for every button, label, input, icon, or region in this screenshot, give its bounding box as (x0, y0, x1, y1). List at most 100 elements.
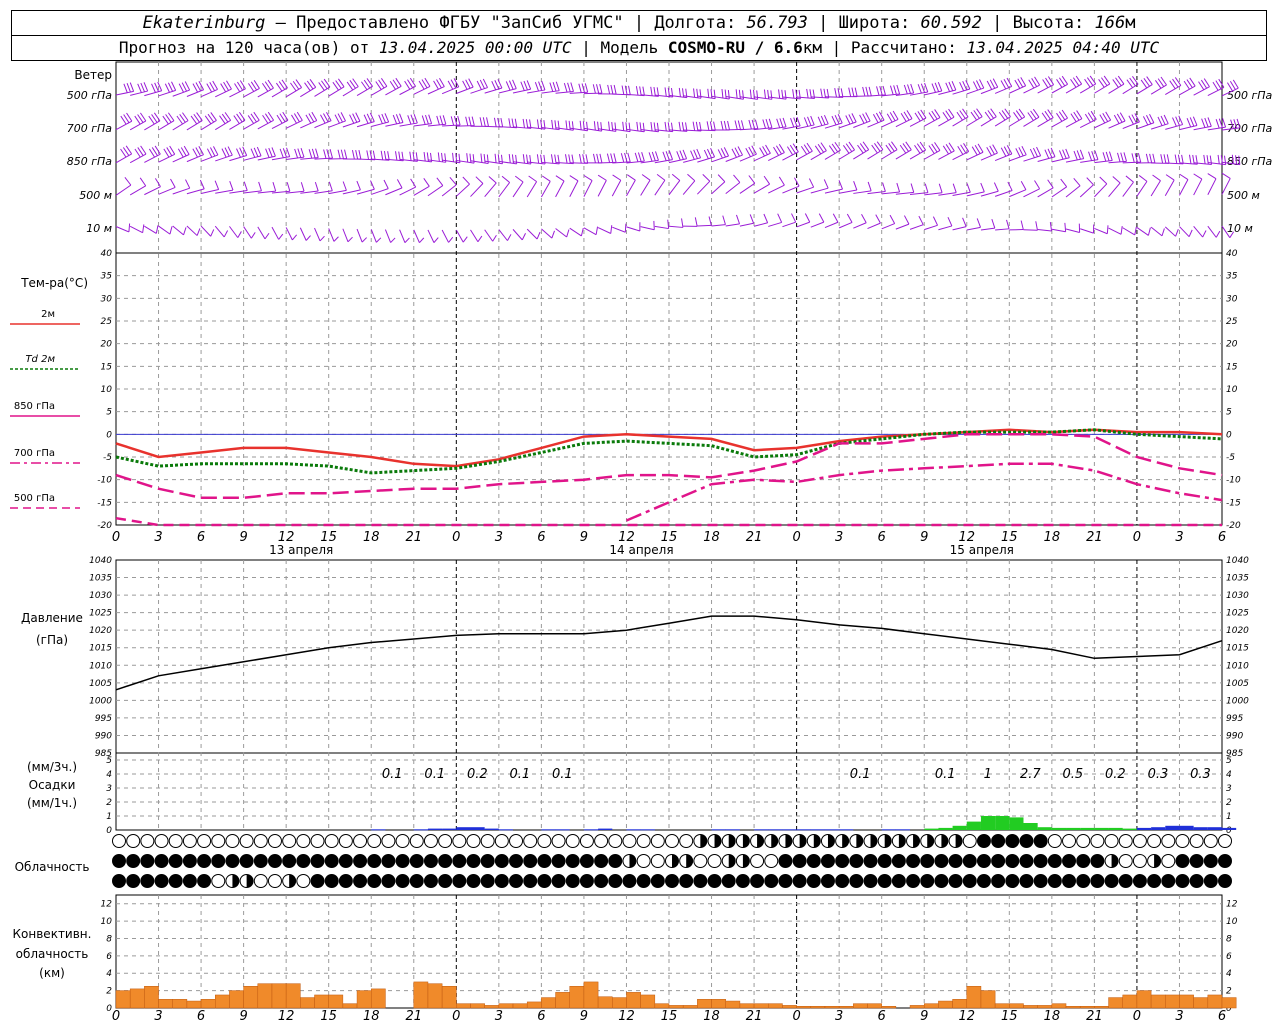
wind-barb-feather (275, 82, 283, 92)
wind-level-label-right: 700 гПа (1227, 122, 1273, 135)
wind-barb (285, 227, 293, 241)
wind-barb-feather (845, 143, 853, 152)
wind-barb-feather (492, 234, 497, 242)
wind-barb (115, 226, 130, 233)
wind-barb-feather (177, 148, 184, 158)
wind-barb (1179, 124, 1198, 131)
pressure-ytick-right: 1040 (1226, 556, 1249, 566)
wind-barb-feather (906, 110, 913, 119)
wind-barb (1051, 228, 1066, 233)
wind-barb-feather (918, 215, 924, 225)
wind-barb-feather (569, 175, 579, 182)
wind-barb-feather (1212, 81, 1219, 91)
wind-barb-feather (253, 80, 260, 89)
temp-series-2 (115, 433, 1223, 500)
wind-barb-feather (1145, 153, 1149, 163)
cloud-cover-half (771, 834, 778, 848)
cloud-cover-symbol (1118, 834, 1133, 848)
wind-barb-feather (323, 113, 329, 123)
wind-barb (668, 158, 687, 164)
wind-title: Ветер (74, 68, 112, 82)
wind-barb-feather (488, 176, 497, 184)
cloud-cover-half (686, 854, 693, 868)
wind-barb-feather (708, 216, 712, 226)
cloud-cover-symbol (1005, 874, 1020, 888)
wind-barb (824, 188, 843, 194)
cloud-cover-symbol (381, 834, 396, 848)
wind-barb-feather (763, 89, 766, 99)
wind-barb-feather (361, 81, 368, 91)
wind-barb (1122, 161, 1141, 164)
wind-barb (682, 180, 696, 195)
wind-barb-feather (410, 114, 415, 124)
wind-barb-feather (529, 119, 532, 129)
wind-barb-feather (832, 213, 839, 223)
cloud-cover-symbol (707, 874, 722, 888)
conv-bar (498, 1003, 514, 1009)
wind-barb-feather (599, 153, 603, 164)
wind-barb (626, 226, 641, 232)
wind-barb-feather (1215, 80, 1222, 90)
wind-barb-feather (129, 82, 135, 92)
wind-barb-feather (722, 215, 726, 225)
cloud-cover-symbol (296, 874, 311, 888)
wind-barb-feather (1188, 154, 1192, 164)
cloud-cover-symbol (679, 874, 694, 888)
wind-barb (1009, 154, 1027, 162)
wind-barb-feather (989, 145, 995, 155)
wind-barb-feather (479, 79, 485, 89)
wind-barb (314, 157, 333, 160)
wind-barb-feather (278, 81, 286, 90)
wind-barb-feather (297, 148, 302, 158)
wind-barb-feather (1102, 112, 1109, 122)
cloud-cover-symbol (409, 874, 424, 888)
cloud-cover-symbol (721, 874, 736, 888)
cloud-cover-symbol (182, 834, 197, 848)
wind-barb (966, 226, 981, 231)
wind-barb (924, 224, 938, 231)
cloud-cover-half (813, 834, 821, 848)
wind-level-label-left: 500 м (79, 189, 112, 202)
temp-ytick-right: 40 (1226, 249, 1238, 259)
wind-barb-feather (162, 115, 169, 125)
precip-total: 0.2 (1105, 767, 1126, 782)
cloud-cover-symbol (509, 854, 524, 868)
cloud-cover-symbol (1218, 874, 1232, 888)
wind-barb-feather (1215, 119, 1220, 129)
wind-barb-feather (696, 148, 702, 159)
cloud-cover-symbol (367, 874, 382, 888)
wind-barb-feather (845, 115, 851, 125)
wind-barb-feather (570, 82, 574, 92)
wind-barb-feather (521, 233, 526, 241)
conv-bar (257, 983, 273, 1009)
wind-barb-feather (209, 82, 216, 91)
wind-barb-feather (140, 112, 147, 122)
cloud-cover-half (1111, 854, 1119, 868)
wind-barb-feather (606, 153, 611, 163)
cloud-cover-symbol (239, 854, 254, 868)
wind-barb-feather (854, 87, 858, 97)
pressure-ytick-left: 1040 (89, 556, 112, 566)
temp-ytick-left: 15 (101, 362, 113, 372)
cloud-cover-half (728, 854, 736, 868)
pressure-ytick-left: 1010 (89, 661, 112, 671)
cloud-cover-symbol (452, 874, 467, 888)
wind-barb-feather (384, 113, 390, 123)
wind-level-label-left: 10 м (86, 222, 112, 235)
temp-ytick-left: 5 (106, 408, 112, 418)
wind-barb-feather (1134, 113, 1140, 123)
cloud-cover-symbol (594, 854, 609, 868)
wind-barb-feather (948, 108, 955, 118)
wind-barb-feather (311, 111, 318, 121)
wind-barb (895, 149, 912, 160)
wind-barb (980, 190, 999, 197)
wind-barb-feather (304, 82, 311, 91)
wind-barb-feather (419, 237, 425, 244)
wind-barb-feather (1129, 77, 1136, 87)
wind-barb-feather (749, 214, 755, 224)
precip-bar (768, 829, 783, 831)
wind-barb-feather (1047, 76, 1055, 85)
wind-barb-feather (323, 78, 331, 88)
wind-barb (1094, 119, 1111, 129)
wind-barb-feather (972, 81, 979, 91)
